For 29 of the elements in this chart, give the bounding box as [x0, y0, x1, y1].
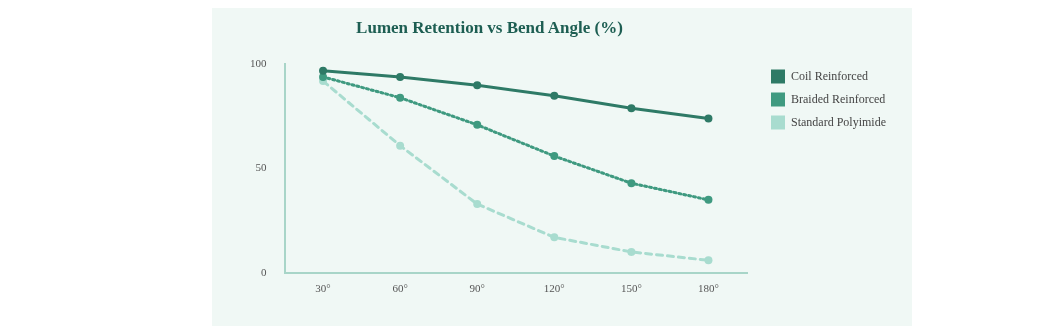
point — [473, 120, 482, 129]
point — [319, 66, 328, 75]
legend-label: Braided Reinforced — [791, 91, 886, 106]
x-tick-label: 180° — [698, 282, 719, 295]
point — [550, 152, 559, 161]
point — [704, 114, 713, 123]
point — [396, 141, 405, 150]
y-tick-label: 0 — [261, 265, 267, 278]
point — [396, 72, 405, 81]
y-tick-label: 100 — [250, 57, 267, 70]
chart-title: Lumen Retention vs Bend Angle (%) — [356, 17, 623, 37]
point — [627, 247, 636, 256]
point — [704, 195, 713, 204]
x-tick-label: 30° — [315, 282, 331, 295]
x-tick-label: 150° — [620, 282, 642, 295]
y-tick-label: 50 — [255, 161, 267, 174]
x-tick-label: 90° — [469, 282, 485, 295]
point — [473, 200, 482, 209]
point — [473, 81, 482, 90]
legend-label: Standard Polyimide — [791, 114, 886, 129]
point — [627, 104, 636, 113]
point — [550, 233, 559, 242]
point — [627, 179, 636, 188]
point — [704, 256, 713, 265]
point — [550, 91, 559, 100]
legend-label: Coil Reinforced — [791, 68, 868, 83]
x-tick-label: 60° — [392, 282, 408, 295]
point — [396, 93, 405, 102]
x-tick-label: 120° — [543, 282, 565, 295]
